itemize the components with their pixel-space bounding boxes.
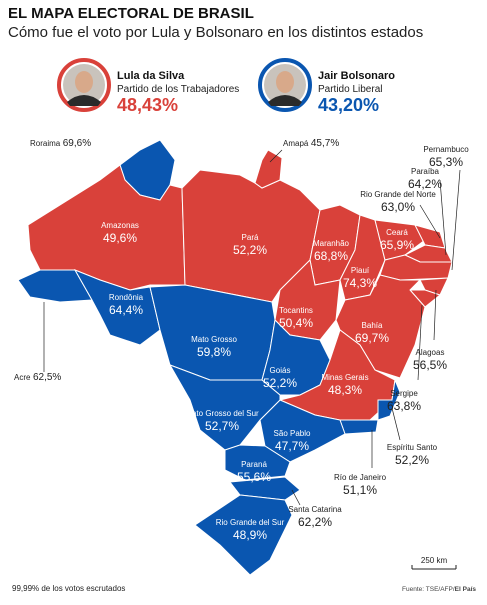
state-name: Alagoas — [416, 348, 445, 357]
state-name: Bahía — [362, 321, 383, 330]
state-value: 59,8% — [197, 345, 231, 359]
state-value: 63,0% — [381, 200, 415, 214]
state-value: 48,3% — [328, 383, 362, 397]
footer-note: 99,99% de los votos escrutados — [12, 584, 125, 593]
state-name: Piauí — [351, 266, 370, 275]
state-value: 62,2% — [298, 515, 332, 529]
state — [259, 399, 346, 463]
leader-line — [391, 407, 401, 441]
portrait-body — [268, 95, 302, 106]
state-value: 51,1% — [343, 483, 377, 497]
state-value: 56,5% — [413, 358, 447, 372]
state-name: Minas Gerais — [321, 373, 368, 382]
candidate-percent: 43,20% — [318, 95, 379, 115]
state-label: Roraima 69,6% — [30, 138, 91, 149]
state-name: Mato Grosso — [191, 335, 237, 344]
state — [149, 284, 276, 381]
state — [335, 274, 426, 379]
title: EL MAPA ELECTORAL DE BRASIL — [8, 5, 254, 22]
state-name: Espíritu Santo — [387, 443, 438, 452]
candidate-name: Lula da Silva — [117, 70, 185, 82]
state-value: 65,9% — [380, 238, 414, 252]
state — [254, 149, 283, 189]
candidates: Lula da Silva Partido de los Trabajadores… — [57, 58, 395, 115]
leader-line — [291, 489, 301, 506]
state-name: Paraíba — [411, 167, 440, 176]
leader-line — [451, 169, 461, 271]
state-value: 52,2% — [233, 243, 267, 257]
state-value: 64,2% — [408, 177, 442, 191]
footer-source: Fuente: TSE/AFP/El País — [402, 586, 476, 593]
candidate-name: Jair Bolsonaro — [318, 70, 395, 82]
state-label: Acre 62,5% — [14, 372, 61, 383]
state-value: 52,2% — [395, 453, 429, 467]
portrait-face — [276, 71, 294, 93]
state-name: Goiás — [270, 366, 291, 375]
leader-line — [269, 149, 283, 163]
state-value: 45,7% — [311, 138, 339, 149]
state-label: Amapá 45,7% — [283, 138, 339, 149]
state-value: 62,5% — [33, 372, 61, 383]
state — [224, 444, 291, 481]
subtitle: Cómo fue el voto por Lula y Bolsonaro en… — [8, 24, 423, 41]
state-value: 63,8% — [387, 399, 421, 413]
state-name: Tocantins — [279, 306, 313, 315]
source-brand: El País — [455, 586, 477, 593]
state-value: 69,6% — [63, 138, 91, 149]
state-value: 74,3% — [343, 276, 377, 290]
state-name: Paraná — [241, 460, 267, 469]
portrait-body — [67, 95, 101, 106]
state-name: Amazonas — [101, 221, 139, 230]
state-name: Mato Grosso del Sur — [185, 409, 259, 418]
state-value: 52,7% — [205, 419, 239, 433]
state-value: 52,2% — [263, 376, 297, 390]
leader-line — [419, 204, 441, 239]
state-value: 49,6% — [103, 231, 137, 245]
state-value: 55,6% — [237, 470, 271, 484]
state-name: Ceará — [386, 228, 408, 237]
state-value: 69,7% — [355, 331, 389, 345]
map — [17, 139, 453, 576]
leader-line — [433, 289, 437, 341]
source: Fuente: TSE/AFP/ — [402, 586, 455, 593]
state — [168, 364, 281, 451]
leader-line — [417, 304, 423, 381]
state-name: Pará — [242, 233, 259, 242]
state-name: Rio Grande del Norte — [360, 190, 436, 199]
candidate-party: Partido de los Trabajadores — [117, 84, 239, 95]
state-name: Roraima — [30, 139, 61, 148]
state-name: Rio Grande del Sur — [216, 518, 285, 527]
state-name: Sergipe — [390, 389, 418, 398]
candidate-party: Partido Liberal — [318, 84, 382, 95]
state-value: 47,7% — [275, 439, 309, 453]
state-name: Maranhão — [313, 239, 350, 248]
state-value: 65,3% — [429, 155, 463, 169]
state-name: Santa Catarina — [288, 505, 342, 514]
state-value: 48,9% — [233, 528, 267, 542]
scale-label: 250 km — [421, 556, 448, 565]
state-name: Amapá — [283, 139, 309, 148]
state — [374, 219, 426, 261]
state-name: Acre — [14, 373, 31, 382]
state-name: Rondônia — [109, 293, 144, 302]
state-name: Río de Janeiro — [334, 473, 387, 482]
state-value: 68,8% — [314, 249, 348, 263]
state-value: 50,4% — [279, 316, 313, 330]
state — [194, 494, 293, 576]
state — [229, 476, 301, 501]
candidate-percent: 48,43% — [117, 95, 178, 115]
leader-line — [439, 179, 447, 256]
portrait-face — [75, 71, 93, 93]
state-name: São Pablo — [274, 429, 311, 438]
state-value: 64,4% — [109, 303, 143, 317]
state-name: Pernambuco — [423, 145, 469, 154]
